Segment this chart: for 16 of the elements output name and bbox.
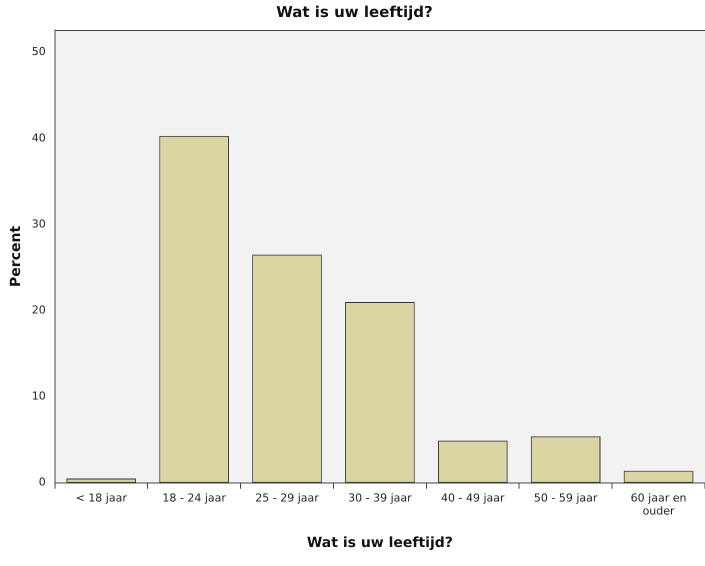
x-tick-label: 40 - 49 jaar	[441, 491, 506, 504]
y-tick-label: 10	[32, 390, 46, 403]
chart-title: Wat is uw leeftijd?	[276, 2, 433, 21]
x-tick-label: 50 - 59 jaar	[534, 491, 598, 504]
x-axis-title: Wat is uw leeftijd?	[306, 535, 453, 552]
y-tick-label: 30	[32, 217, 46, 230]
y-tick-label: 40	[32, 131, 46, 144]
x-tick-label: 30 - 39 jaar	[348, 491, 412, 504]
x-tick-label: < 18 jaar	[76, 491, 128, 504]
y-tick-label: 0	[38, 476, 46, 489]
x-tick-label: 18 - 24 jaar	[162, 491, 226, 504]
x-tick-label: 25 - 29 jaar	[255, 491, 320, 504]
y-tick-label: 20	[32, 303, 46, 316]
x-tick-label: 60 jaar en ouder	[630, 491, 686, 518]
y-axis-title: Percent	[8, 226, 24, 287]
y-tick-label: 50	[32, 45, 46, 58]
